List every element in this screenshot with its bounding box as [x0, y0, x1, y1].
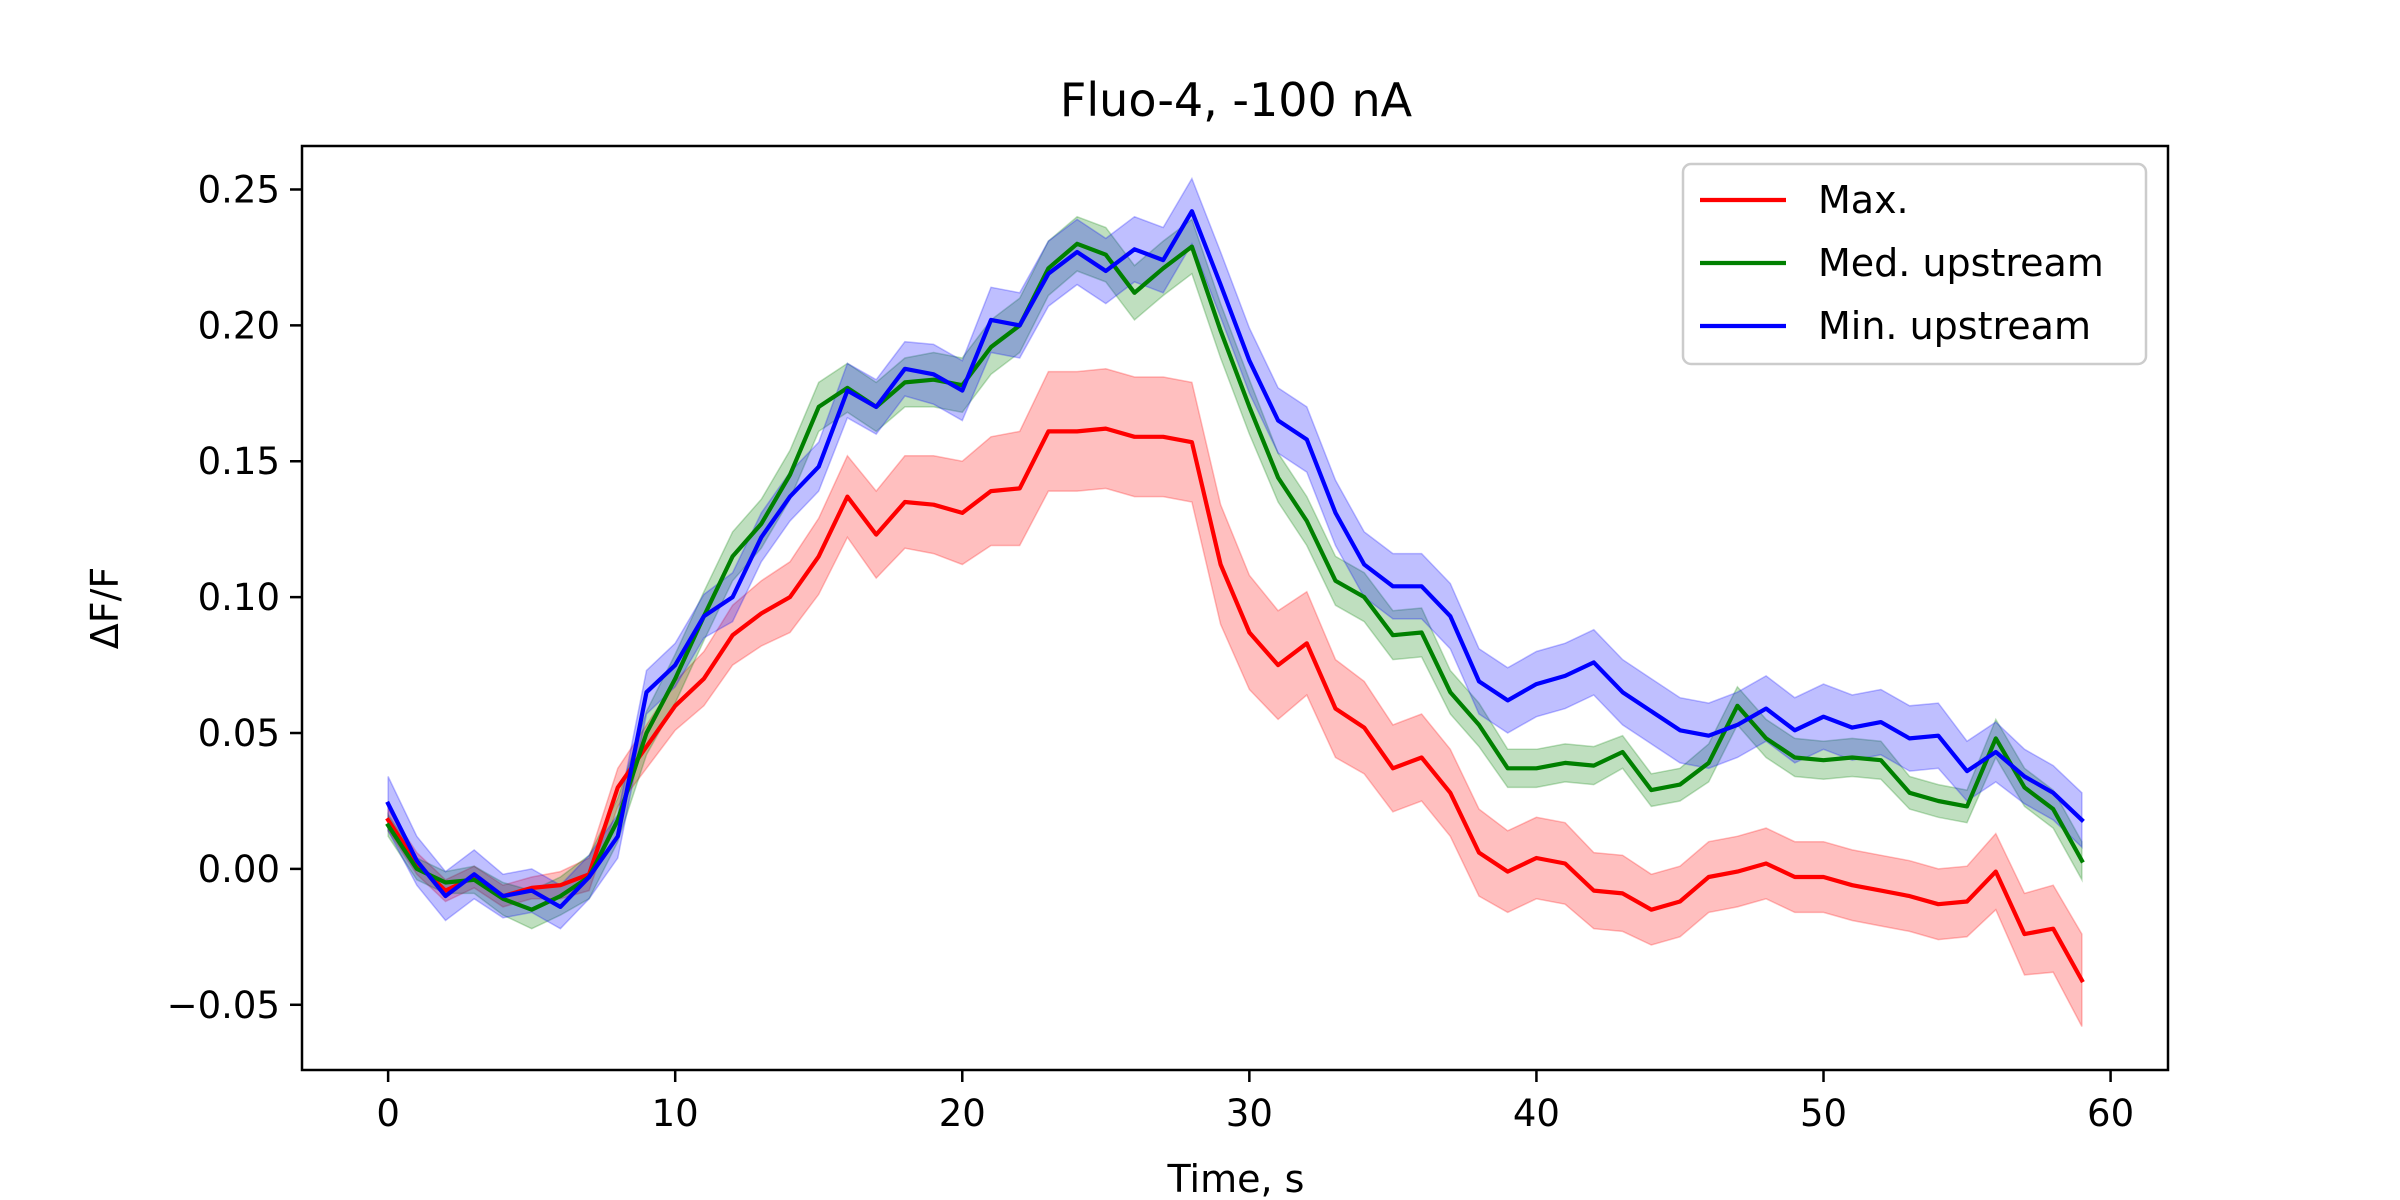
- y-tick-label: 0.20: [198, 304, 280, 347]
- line-med-upstream: [385, 241, 2085, 912]
- x-tick-label: 50: [1800, 1092, 1847, 1135]
- x-axis: 0 10 20 30 40 50 60: [376, 1070, 2134, 1135]
- y-tick-label: 0.25: [198, 168, 280, 211]
- y-axis-label: ΔF/F: [83, 567, 127, 650]
- y-tick-label: 0.10: [198, 576, 280, 619]
- x-axis-label: Time, s: [1167, 1157, 1305, 1200]
- legend-box: [1681, 162, 2148, 366]
- plot-frame: [300, 144, 2170, 1072]
- chart-title: Fluo-4, -100 nA: [1060, 73, 1413, 127]
- y-tick-label: 0.05: [198, 712, 280, 755]
- x-tick-label: 60: [2087, 1092, 2134, 1135]
- legend-items: Max. Med. upstream Min. upstream: [1700, 178, 2104, 348]
- x-tick-label: 10: [652, 1092, 699, 1135]
- legend: Max. Med. upstream Min. upstream: [1681, 162, 2148, 366]
- line-min-upstream: [385, 209, 2085, 910]
- legend-label-max: Max.: [1818, 178, 1909, 222]
- band-max: [387, 368, 2083, 1027]
- legend-label-min-upstream: Min. upstream: [1818, 304, 2091, 348]
- y-axis: −0.05 0.00 0.05 0.10 0.15 0.20 0.25: [167, 168, 302, 1027]
- series-lines: [385, 209, 2085, 984]
- band-min-upstream: [387, 176, 2083, 930]
- y-tick-label: 0.15: [198, 440, 280, 483]
- x-tick-label: 0: [376, 1092, 400, 1135]
- y-tick-label: 0.00: [198, 848, 280, 891]
- x-tick-label: 40: [1513, 1092, 1560, 1135]
- y-tick-label: −0.05: [167, 984, 280, 1027]
- legend-label-med-upstream: Med. upstream: [1818, 241, 2104, 285]
- x-tick-label: 20: [939, 1092, 986, 1135]
- x-tick-label: 30: [1226, 1092, 1273, 1135]
- line-max: [385, 426, 2085, 984]
